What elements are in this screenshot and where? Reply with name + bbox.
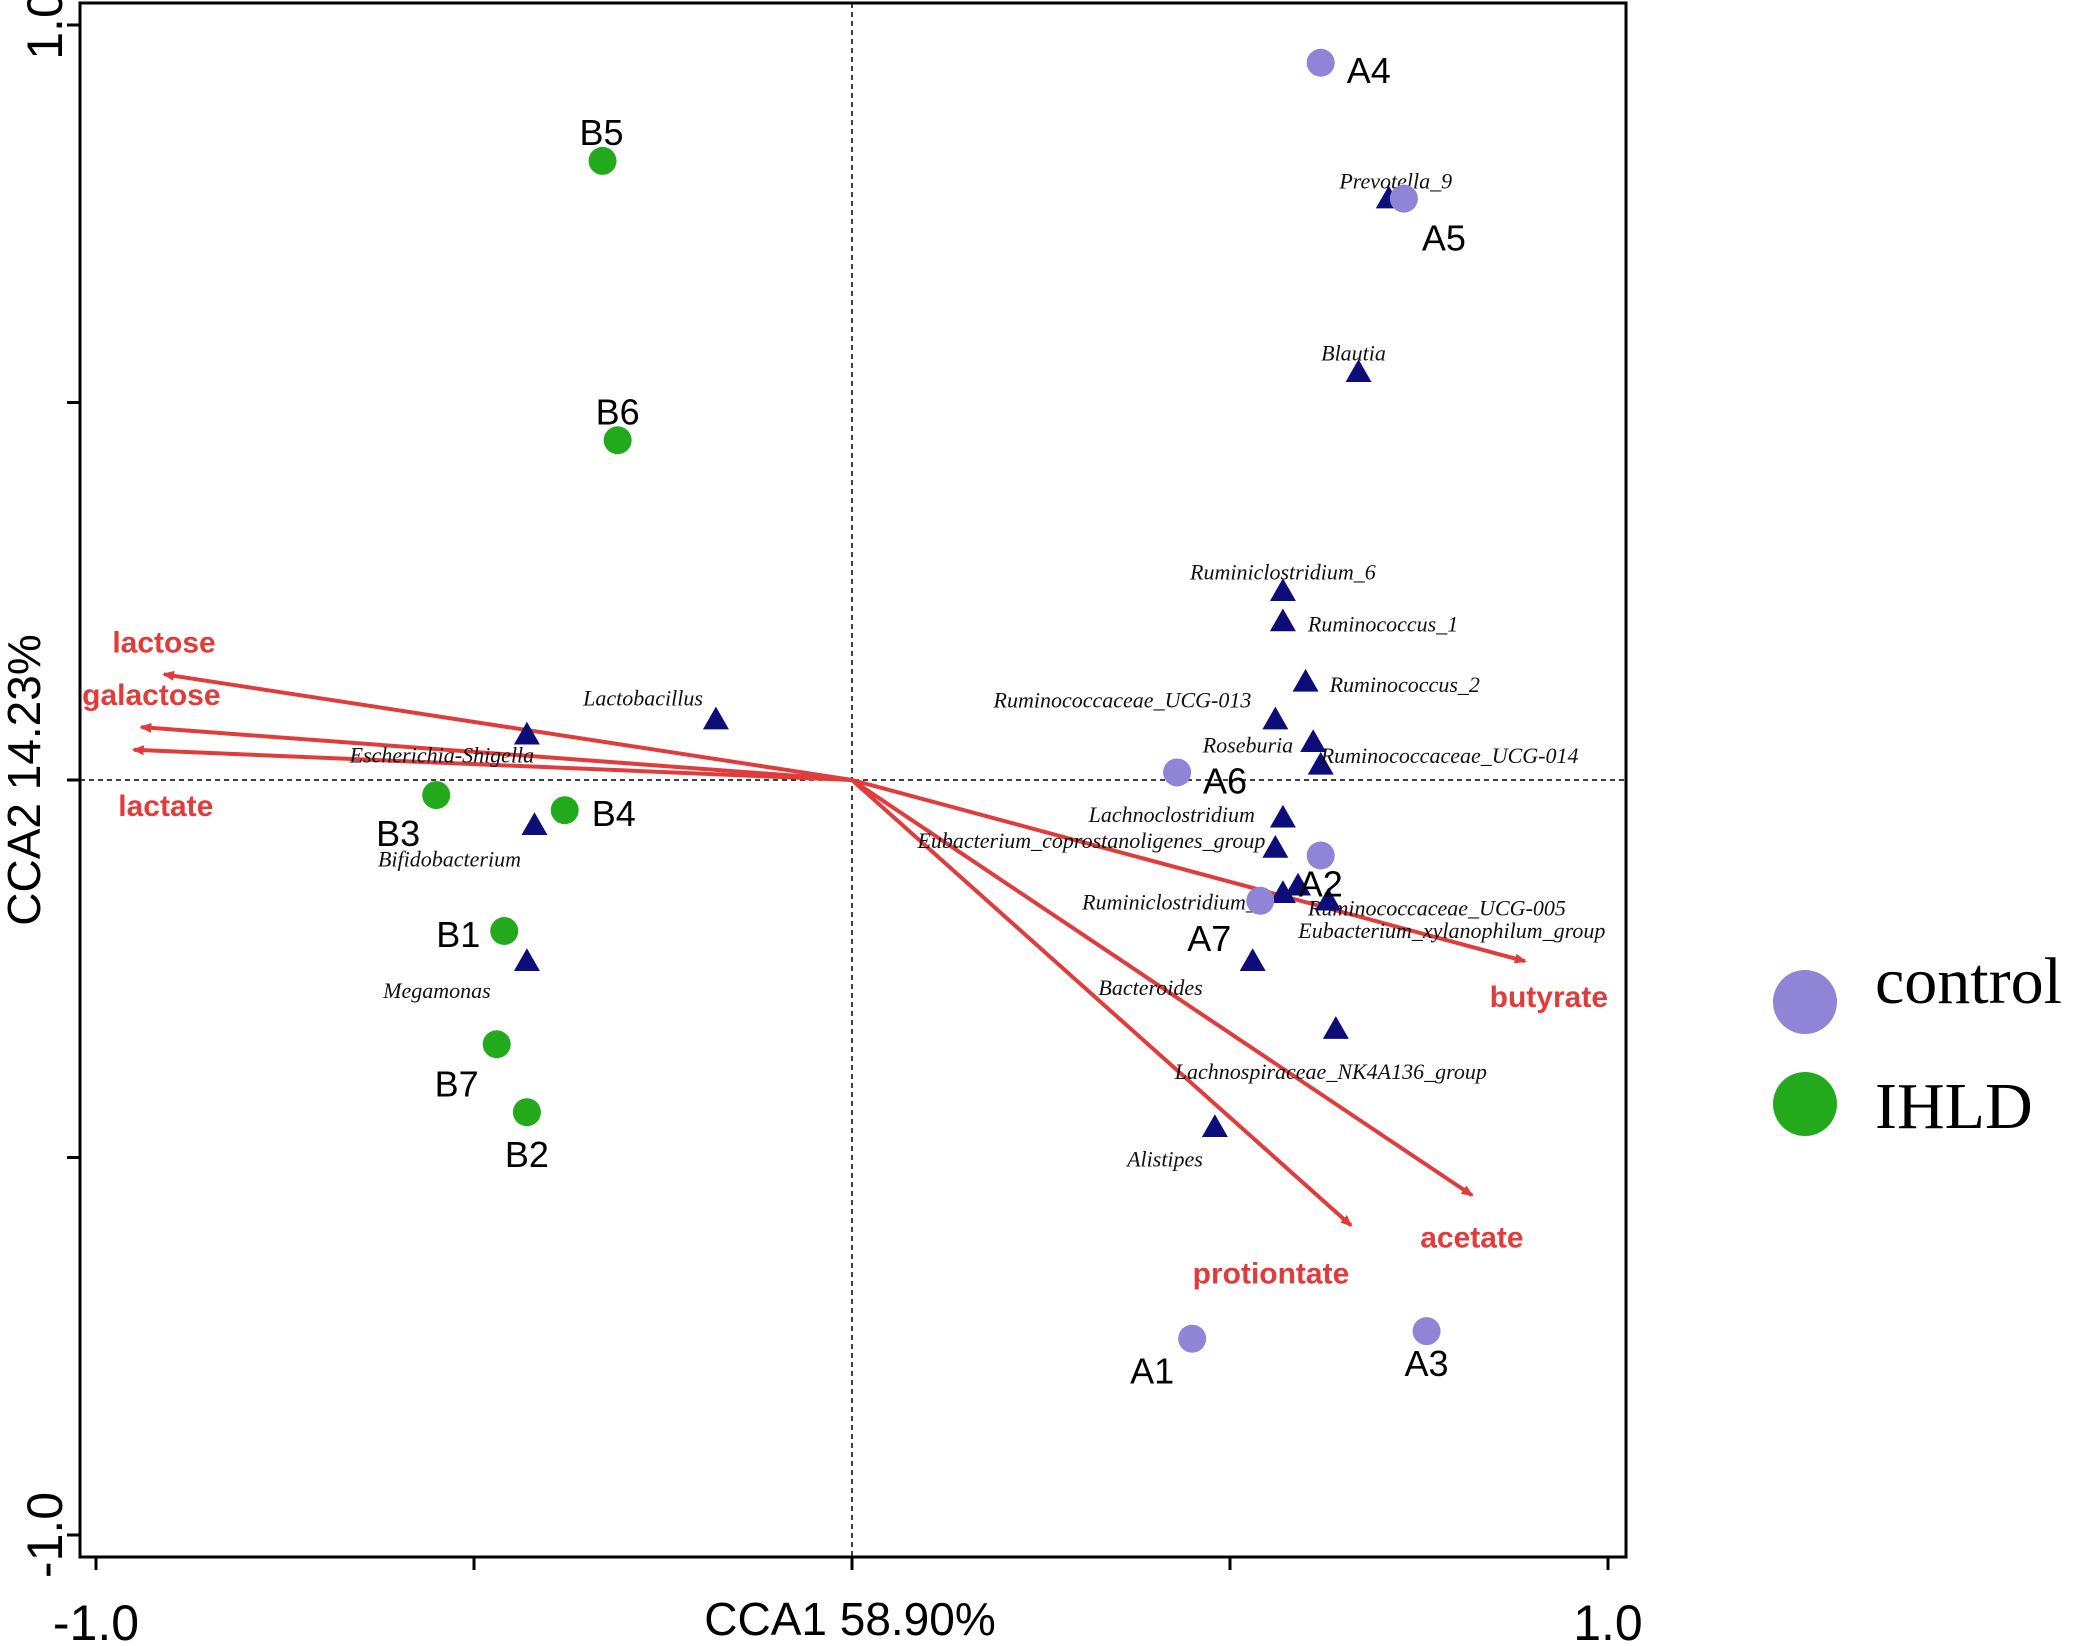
taxon-label-ruminococcus-1: Ruminococcus_1 bbox=[1307, 611, 1458, 636]
arrow-label-galactose: galactose bbox=[82, 679, 220, 712]
arrow-lactate bbox=[131, 745, 853, 782]
sample-marker-b5 bbox=[588, 146, 617, 175]
sample-marker-b7 bbox=[482, 1030, 511, 1059]
sample-marker-b2 bbox=[512, 1098, 541, 1127]
sample-marker-a2 bbox=[1306, 841, 1335, 870]
sample-marker-a3 bbox=[1412, 1317, 1441, 1346]
sample-label-b2: B2 bbox=[505, 1134, 549, 1175]
sample-label-b1: B1 bbox=[436, 914, 480, 955]
sample-label-b3: B3 bbox=[376, 813, 420, 854]
taxon-marker-lactobacillus bbox=[702, 706, 729, 730]
taxon-label-bacteroides: Bacteroides bbox=[1098, 975, 1202, 1000]
sample-label-a1: A1 bbox=[1130, 1351, 1174, 1392]
y-tick-label: 1.0 bbox=[17, 0, 73, 60]
taxon-label-blautia: Blautia bbox=[1321, 340, 1386, 365]
x-tick-label: -1.0 bbox=[53, 1595, 139, 1646]
taxon-marker-ruminococcaceae-ucg-005 bbox=[1285, 872, 1312, 896]
sample-marker-a5 bbox=[1389, 184, 1418, 213]
taxon-label-eubacterium-coprostanoligenes-group: Eubacterium_coprostanoligenes_group bbox=[916, 828, 1265, 853]
taxon-marker-eubacterium-xylanophilum-group bbox=[1315, 887, 1342, 911]
sample-marker-b6 bbox=[603, 426, 632, 455]
sample-marker-a4 bbox=[1306, 48, 1335, 77]
arrow-butyrate bbox=[851, 778, 1527, 964]
taxon-label-ruminiclostridium-6: Ruminiclostridium_6 bbox=[1189, 559, 1376, 584]
taxon-label-megamonas: Megamonas bbox=[382, 978, 491, 1003]
sample-marker-a6 bbox=[1163, 758, 1192, 787]
arrow-protiontate bbox=[850, 778, 1353, 1227]
legend-label-ihld: IHLD bbox=[1875, 1070, 2033, 1143]
arrow-label-butyrate: butyrate bbox=[1490, 981, 1608, 1014]
sample-label-a4: A4 bbox=[1347, 50, 1391, 91]
taxon-marker-ruminiclostridium-5 bbox=[1269, 880, 1296, 903]
sample-label-b5: B5 bbox=[579, 112, 623, 153]
taxon-label-roseburia: Roseburia bbox=[1202, 732, 1293, 757]
arrow-label-acetate: acetate bbox=[1420, 1221, 1523, 1254]
taxon-marker-eubacterium-coprostanoligenes-group bbox=[1262, 834, 1289, 858]
arrow-galactose bbox=[139, 722, 853, 782]
x-tick-label: 1.0 bbox=[1573, 1595, 1643, 1646]
sample-label-b7: B7 bbox=[435, 1063, 479, 1104]
taxon-label-lactobacillus: Lactobacillus bbox=[582, 686, 703, 711]
taxon-marker-lachnospiraceae-nk4a136-group bbox=[1322, 1016, 1349, 1039]
arrow-lactose bbox=[162, 670, 853, 782]
y-axis-title: CCA2 14.23% bbox=[0, 634, 50, 926]
sample-marker-b1 bbox=[490, 917, 519, 945]
taxon-label-ruminococcaceae-ucg-014: Ruminococcaceae_UCG-014 bbox=[1320, 743, 1579, 768]
taxon-marker-ruminiclostridium-6 bbox=[1269, 578, 1296, 601]
taxon-marker-escherichia-shigella bbox=[513, 721, 540, 745]
taxon-label-eubacterium-xylanophilum-group: Eubacterium_xylanophilum_group bbox=[1297, 918, 1605, 943]
sample-label-b4: B4 bbox=[592, 793, 636, 834]
sample-label-a2: A2 bbox=[1299, 864, 1343, 905]
sample-marker-b4 bbox=[550, 796, 579, 825]
legend-marker-ihld bbox=[1773, 1072, 1837, 1136]
taxon-marker-bifidobacterium bbox=[521, 812, 548, 836]
sample-label-a7: A7 bbox=[1187, 918, 1231, 959]
sample-marker-b3 bbox=[422, 781, 451, 810]
taxon-marker-ruminococcus-1 bbox=[1269, 608, 1296, 632]
legend: control IHLD bbox=[1773, 945, 2062, 1143]
sample-label-a5: A5 bbox=[1422, 218, 1466, 259]
taxon-label-lachnospiraceae-nk4a136-group: Lachnospiraceae_NK4A136_group bbox=[1174, 1059, 1487, 1084]
arrow-label-lactose: lactose bbox=[112, 626, 215, 659]
taxon-marker-alistipes bbox=[1201, 1114, 1228, 1138]
taxon-marker-bacteroides bbox=[1239, 948, 1266, 971]
taxon-marker-blautia bbox=[1345, 359, 1372, 383]
sample-label-a6: A6 bbox=[1203, 760, 1247, 801]
sample-marker-a7 bbox=[1246, 886, 1275, 915]
taxon-label-ruminococcaceae-ucg-013: Ruminococcaceae_UCG-013 bbox=[993, 688, 1252, 713]
taxon-marker-ruminococcaceae-ucg-014 bbox=[1307, 751, 1334, 775]
arrow-label-protiontate: protiontate bbox=[1193, 1257, 1350, 1290]
sample-label-b6: B6 bbox=[596, 391, 640, 432]
taxon-marker-ruminococcaceae-ucg-013 bbox=[1262, 706, 1289, 730]
arrow-label-lactate: lactate bbox=[118, 790, 213, 823]
taxon-label-alistipes: Alistipes bbox=[1125, 1146, 1203, 1171]
taxon-marker-lachnoclostridium bbox=[1269, 804, 1296, 828]
taxon-marker-ruminococcus-2 bbox=[1292, 668, 1319, 692]
taxon-label-lachnoclostridium: Lachnoclostridium bbox=[1088, 802, 1255, 827]
taxon-label-ruminococcus-2: Ruminococcus_2 bbox=[1329, 672, 1480, 697]
taxon-marker-megamonas bbox=[513, 948, 540, 971]
sample-label-a3: A3 bbox=[1405, 1343, 1449, 1384]
y-tick-label: -1.0 bbox=[17, 1492, 73, 1578]
taxon-label-bifidobacterium: Bifidobacterium bbox=[378, 846, 521, 871]
x-axis-title: CCA1 58.90% bbox=[704, 1593, 996, 1645]
sample-marker-a1 bbox=[1178, 1324, 1207, 1353]
legend-label-control: control bbox=[1875, 945, 2062, 1018]
taxon-label-ruminiclostridium-5: Ruminiclostridium_5 bbox=[1081, 889, 1268, 914]
taxon-label-escherichia-shigella: Escherichia-Shigella bbox=[349, 743, 535, 768]
taxon-label-ruminococcaceae-ucg-005: Ruminococcaceae_UCG-005 bbox=[1307, 896, 1566, 921]
legend-marker-control bbox=[1773, 970, 1837, 1034]
taxon-marker-roseburia bbox=[1300, 729, 1327, 752]
arrow-acetate bbox=[850, 778, 1474, 1197]
